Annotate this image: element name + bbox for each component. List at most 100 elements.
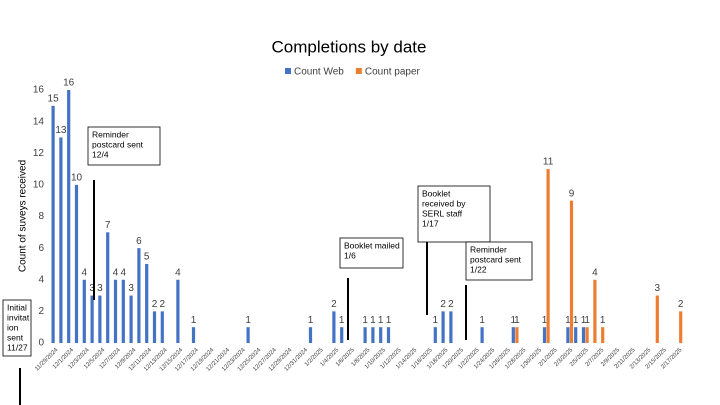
annotation-text: postcard sent xyxy=(470,254,522,264)
data-label: 11 xyxy=(543,157,554,168)
annotation-text: Booklet xyxy=(422,188,451,198)
bar xyxy=(679,311,683,343)
bar xyxy=(176,279,180,343)
bar xyxy=(441,311,445,343)
data-label: 13 xyxy=(55,125,67,136)
annotation-box xyxy=(465,241,533,281)
bar xyxy=(145,263,149,343)
data-label: 9 xyxy=(569,188,575,199)
data-label: 1 xyxy=(581,315,587,326)
bar xyxy=(386,327,391,343)
y-tick-label: 4 xyxy=(38,274,44,285)
annotation-text: Booklet mailed xyxy=(344,240,400,250)
bar xyxy=(569,200,574,343)
annotation-text: postcard sent xyxy=(92,139,144,149)
bar xyxy=(480,327,484,343)
legend-label: Count Web xyxy=(294,67,344,78)
bar xyxy=(340,327,344,343)
y-tick-label: 12 xyxy=(33,148,45,159)
data-label: 10 xyxy=(71,173,83,184)
data-label: 5 xyxy=(144,252,150,263)
bar xyxy=(152,311,157,343)
y-tick-label: 0 xyxy=(38,338,44,349)
bar xyxy=(515,327,519,343)
annotation-text: SERL staff xyxy=(422,208,463,218)
bar xyxy=(566,327,570,343)
bar xyxy=(113,279,118,343)
y-tick-label: 6 xyxy=(38,243,44,254)
bar xyxy=(308,327,313,343)
bar xyxy=(191,327,196,343)
bar xyxy=(59,137,63,343)
y-tick-label: 10 xyxy=(33,180,45,191)
annotation-text: 12/4 xyxy=(92,149,109,159)
annotation-text: Reminder xyxy=(470,244,507,254)
data-label: 2 xyxy=(678,299,684,310)
annotation-text: ion xyxy=(7,322,19,332)
annotation-box xyxy=(87,126,161,166)
data-label: 1 xyxy=(308,315,314,326)
data-label: 4 xyxy=(175,267,181,278)
data-label: 2 xyxy=(440,299,446,310)
bar xyxy=(129,295,133,343)
bar xyxy=(546,169,550,343)
bar xyxy=(593,279,597,343)
bar xyxy=(371,327,375,343)
bar xyxy=(51,105,55,343)
data-label: 3 xyxy=(89,283,95,294)
data-label: 6 xyxy=(136,236,142,247)
bar xyxy=(581,327,586,343)
data-label: 2 xyxy=(448,299,454,310)
data-label: 1 xyxy=(511,315,517,326)
data-label: 2 xyxy=(331,299,337,310)
data-label: 7 xyxy=(105,220,111,231)
bar xyxy=(542,327,547,343)
data-label: 2 xyxy=(160,299,166,310)
legend-swatch xyxy=(285,68,291,74)
bar xyxy=(601,327,605,343)
data-label: 1 xyxy=(542,315,548,326)
annotation-box xyxy=(339,237,404,269)
annotation-text: 1/22 xyxy=(470,264,487,274)
annotation-text: sent xyxy=(7,332,24,342)
y-tick-label: 2 xyxy=(38,306,44,317)
annotation-text: invitat xyxy=(7,312,30,322)
bar xyxy=(379,327,383,343)
y-tick-label: 8 xyxy=(38,211,44,222)
data-label: 3 xyxy=(128,283,134,294)
data-label: 1 xyxy=(433,315,439,326)
bar xyxy=(67,90,71,343)
data-label: 1 xyxy=(584,315,590,326)
annotation-text: 11/27 xyxy=(7,342,28,352)
bar xyxy=(433,327,437,343)
data-label: 1 xyxy=(514,315,520,326)
bar xyxy=(137,248,141,343)
data-label: 1 xyxy=(573,315,579,326)
bar xyxy=(511,327,515,343)
bar xyxy=(585,327,589,343)
legend-label: Count paper xyxy=(365,67,421,78)
bar xyxy=(106,232,110,343)
bar xyxy=(82,279,86,343)
data-label: 1 xyxy=(386,315,392,326)
bar xyxy=(246,327,250,343)
y-tick-label: 16 xyxy=(33,85,45,96)
bar xyxy=(574,327,578,343)
data-label: 1 xyxy=(600,315,606,326)
data-label: 4 xyxy=(82,267,88,278)
data-label: 1 xyxy=(362,315,368,326)
y-tick-label: 14 xyxy=(33,116,45,127)
data-label: 4 xyxy=(592,267,598,278)
data-label: 1 xyxy=(479,315,485,326)
bar xyxy=(332,311,336,343)
annotation-box xyxy=(2,299,32,357)
bar xyxy=(160,311,164,343)
data-label: 4 xyxy=(121,267,127,278)
bar xyxy=(363,327,367,343)
annotation-box xyxy=(417,185,491,243)
annotation-text: received by xyxy=(422,198,466,208)
data-label: 1 xyxy=(339,315,345,326)
bar xyxy=(655,295,659,343)
